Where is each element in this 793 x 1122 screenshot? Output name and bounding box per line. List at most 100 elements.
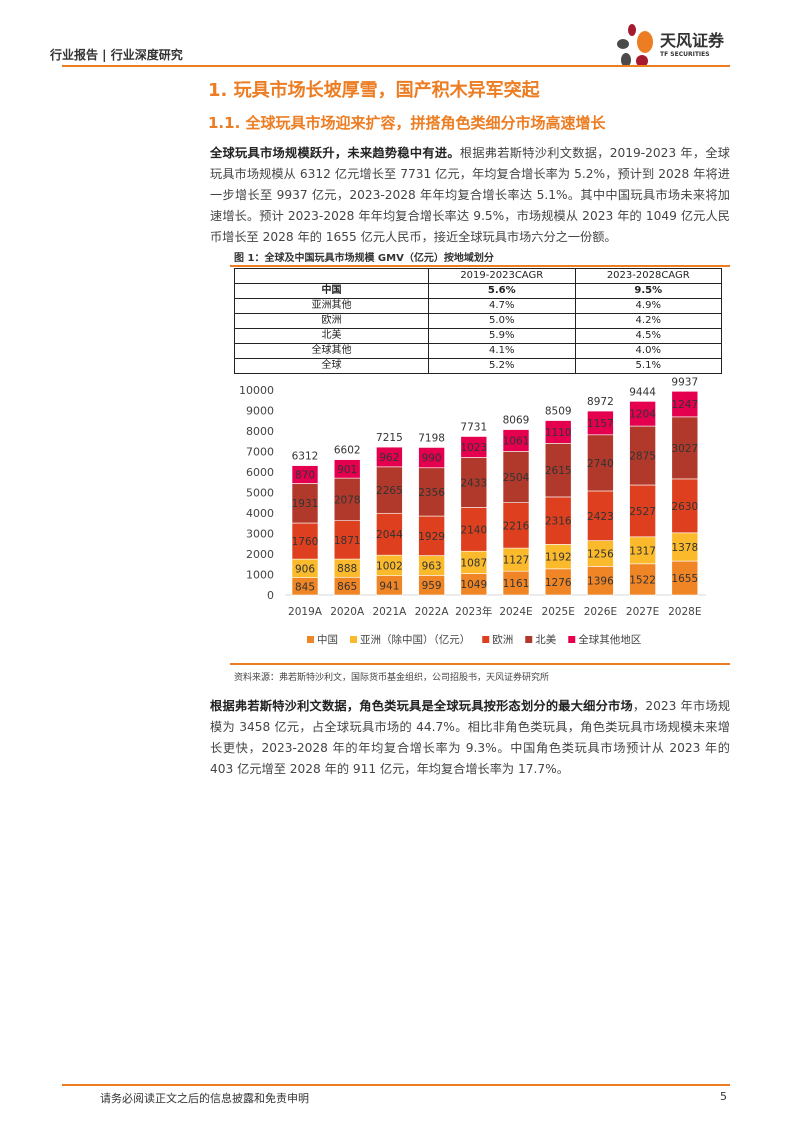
data-label: 2044 [376, 529, 403, 541]
data-label: 2423 [587, 511, 614, 523]
table-row: 北美 5.9% 4.5% [234, 328, 722, 344]
bar-segment [544, 496, 572, 545]
data-label: 2265 [376, 485, 403, 497]
bar-segment [460, 507, 488, 552]
y-tick-label: 0 [267, 589, 274, 602]
data-label: 2316 [545, 516, 572, 528]
data-label: 2875 [629, 451, 656, 463]
table-row: 中国 5.6% 9.5% [234, 283, 722, 299]
data-label: 2504 [503, 472, 530, 484]
data-label: 1127 [503, 555, 530, 567]
table-cell: 欧洲 [234, 313, 429, 329]
data-label: 1192 [545, 552, 572, 564]
data-label: 845 [295, 581, 315, 593]
data-label: 870 [295, 470, 315, 482]
data-label: 990 [422, 453, 442, 465]
total-label: 6602 [334, 445, 361, 457]
bar-segment [291, 483, 319, 524]
data-label: 941 [379, 580, 399, 592]
total-label: 8069 [503, 415, 530, 427]
bar-segment [376, 466, 403, 514]
legend-swatch [307, 636, 314, 643]
data-label: 1002 [376, 560, 403, 572]
bar-segment [291, 465, 319, 484]
data-label: 962 [379, 452, 399, 464]
data-label: 2433 [460, 477, 487, 489]
table-cell: 4.0% [574, 343, 722, 359]
x-tick-label: 2020A [330, 606, 365, 618]
y-tick-label: 1000 [246, 569, 274, 582]
data-label: 1161 [503, 578, 530, 590]
table-cell: 9.5% [574, 283, 722, 299]
paragraph-1: 全球玩具市场规模跃升，未来趋势稳中有进。根据弗若斯特沙利文数据，2019-202… [210, 143, 730, 248]
legend-swatch [525, 636, 533, 643]
total-label: 7731 [460, 421, 487, 433]
y-tick-label: 5000 [246, 487, 274, 500]
bar-segment [418, 467, 445, 517]
legend-label: 欧洲 [492, 634, 513, 646]
data-label: 1931 [292, 498, 319, 510]
cagr-table: 2019-2023CAGR 2023-2028CAGR 中国 5.6% 9.5% 亚… [234, 268, 722, 374]
data-label: 888 [337, 563, 357, 575]
bar-segment [544, 443, 572, 498]
data-label: 1110 [545, 427, 572, 439]
table-cell: 亚洲其他 [234, 298, 429, 314]
bar-segment [629, 536, 656, 565]
total-label: 8509 [545, 406, 572, 418]
table-cell: 5.9% [428, 328, 576, 344]
y-tick-label: 3000 [246, 528, 274, 541]
total-label: 8972 [587, 396, 614, 408]
total-label: 9444 [629, 386, 656, 398]
total-label: 7198 [418, 432, 445, 444]
data-label: 1760 [292, 536, 319, 548]
total-label: 7215 [376, 432, 403, 444]
x-tick-label: 2021A [372, 606, 407, 618]
table-header-cell [234, 268, 429, 284]
total-label: 6312 [292, 451, 319, 463]
table-cell: 全球 [234, 358, 429, 374]
table-cell: 5.6% [428, 283, 576, 299]
table-cell: 中国 [234, 283, 429, 299]
data-label: 1247 [671, 399, 698, 411]
legend-swatch [350, 636, 357, 643]
data-label: 1256 [587, 549, 614, 561]
y-tick-label: 6000 [246, 466, 274, 479]
bar-segment [418, 447, 445, 469]
bar-segment [671, 560, 699, 596]
data-label: 906 [295, 563, 315, 575]
figure-source: 资料来源：弗若斯特沙利文，国际货币基金组织，公司招股书，天风证券研究所 [234, 673, 550, 683]
data-label: 959 [422, 580, 442, 592]
logo-name-cn: 天风证券 [660, 31, 725, 50]
data-label: 3027 [671, 443, 698, 455]
data-label: 1276 [545, 577, 572, 589]
bar-segment [587, 410, 614, 436]
footer-divider [62, 1084, 730, 1086]
data-label: 1061 [503, 435, 530, 447]
table-row: 亚洲其他 4.7% 4.9% [234, 298, 722, 314]
x-tick-label: 2022A [415, 606, 450, 618]
data-label: 865 [337, 581, 357, 593]
legend-label: 中国 [317, 633, 338, 646]
legend-swatch [482, 636, 490, 643]
table-cell: 4.7% [428, 298, 576, 314]
data-label: 2078 [334, 494, 361, 506]
data-label: 1929 [418, 531, 445, 543]
data-label: 1204 [629, 409, 656, 421]
bar-segment [333, 459, 361, 479]
bar-segment [376, 446, 403, 468]
y-tick-label: 4000 [246, 507, 274, 520]
table-row: 全球 5.2% 5.1% [234, 358, 722, 374]
bar-segment [629, 401, 656, 427]
bar-segment [544, 420, 572, 444]
data-label: 2216 [503, 520, 530, 532]
table-cell: 4.2% [574, 313, 722, 329]
paragraph-2-body: ，2023 年市场规模为 3458 亿元，占全球玩具市场的 44.7%。相比非角… [210, 699, 731, 776]
x-tick-label: 2023年 [455, 605, 492, 618]
page-number: 5 [720, 1090, 727, 1103]
logo-name-en: TF SECURITIES [660, 51, 710, 58]
data-label: 2630 [671, 501, 698, 513]
data-label: 2527 [629, 506, 656, 518]
table-cell: 北美 [234, 328, 429, 344]
legend-swatch [568, 636, 576, 643]
